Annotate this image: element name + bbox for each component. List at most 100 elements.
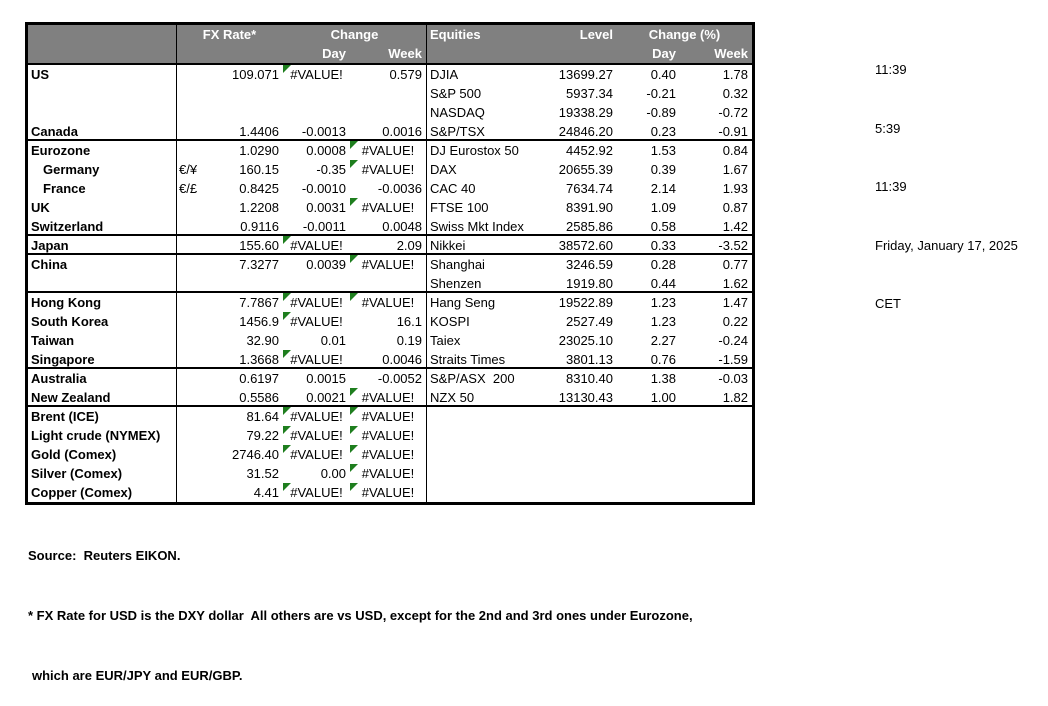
cell-day[interactable]: -0.0013 — [301, 124, 346, 139]
cell-eqweek[interactable]: 1.82 — [722, 390, 748, 405]
cell-eqday[interactable]: 0.58 — [650, 219, 676, 234]
cell-pair[interactable] — [176, 141, 206, 160]
cell-eqweek[interactable]: 0.22 — [722, 314, 748, 329]
cell-eq[interactable]: Nikkei — [430, 238, 466, 253]
cell-eqday[interactable]: 0.40 — [650, 67, 676, 82]
cell-level[interactable]: 2585.86 — [566, 219, 613, 234]
cell-name[interactable]: Copper (Comex) — [31, 485, 133, 500]
cell-name[interactable]: Silver (Comex) — [31, 466, 123, 481]
header-fx-rate[interactable]: FX Rate* — [202, 27, 257, 42]
cell-fx[interactable]: 0.6197 — [239, 371, 279, 386]
cell-eq[interactable] — [426, 464, 546, 483]
cell-eq[interactable]: Straits Times — [430, 352, 506, 367]
cell-fx[interactable]: 32.90 — [246, 333, 279, 348]
cell-pair[interactable] — [176, 217, 206, 234]
cell-week[interactable] — [350, 103, 426, 122]
cell-name[interactable]: China — [31, 257, 68, 272]
cell-fx[interactable]: 0.5586 — [239, 390, 279, 405]
cell-day[interactable]: #VALUE! — [283, 350, 350, 367]
cell-eqweek[interactable]: 1.62 — [722, 276, 748, 291]
cell-week[interactable]: #VALUE! — [350, 445, 426, 464]
cell-week[interactable]: #VALUE! — [350, 141, 426, 160]
cell-eq[interactable] — [426, 426, 546, 445]
cell-week[interactable]: 16.1 — [396, 314, 422, 329]
cell-name[interactable]: Brent (ICE) — [31, 409, 99, 424]
cell-day[interactable] — [283, 84, 350, 103]
cell-week[interactable]: #VALUE! — [350, 464, 426, 483]
cell-fx[interactable]: 0.8425 — [239, 181, 279, 196]
cell-eq[interactable]: Shanghai — [430, 257, 485, 272]
cell-eqweek[interactable]: 0.32 — [722, 86, 748, 101]
cell-pair[interactable] — [176, 293, 206, 312]
cell-week[interactable]: #VALUE! — [350, 426, 426, 445]
cell-eqday[interactable]: 0.28 — [650, 257, 676, 272]
cell-eqday[interactable]: 1.23 — [650, 314, 676, 329]
cell-fx[interactable]: 79.22 — [246, 428, 279, 443]
cell-eqday[interactable] — [617, 445, 680, 464]
cell-eqweek[interactable]: 1.42 — [722, 219, 748, 234]
cell-day[interactable]: 0.0031 — [306, 200, 346, 215]
cell-name[interactable]: Singapore — [31, 352, 95, 367]
cell-eq[interactable] — [426, 445, 546, 464]
cell-level[interactable]: 13130.43 — [558, 390, 613, 405]
cell-name[interactable]: New Zealand — [31, 390, 111, 405]
cell-pair[interactable] — [176, 426, 206, 445]
cell-eq[interactable]: Taiex — [430, 333, 461, 348]
cell-pair[interactable] — [176, 65, 206, 84]
cell-fx[interactable]: 7.3277 — [239, 257, 279, 272]
cell-day[interactable]: 0.01 — [320, 333, 346, 348]
cell-fx[interactable]: 160.15 — [239, 162, 279, 177]
cell-eqday[interactable] — [617, 426, 680, 445]
cell-day[interactable]: #VALUE! — [283, 312, 350, 331]
cell-eq[interactable]: FTSE 100 — [430, 200, 489, 215]
header-empty-cell[interactable] — [426, 44, 617, 63]
cell-eqweek[interactable]: -0.24 — [718, 333, 748, 348]
cell-pair[interactable] — [176, 255, 206, 274]
cell-day[interactable]: #VALUE! — [283, 65, 350, 84]
cell-eq[interactable]: S&P/ASX 200 — [430, 371, 515, 386]
cell-name[interactable]: Taiwan — [31, 333, 75, 348]
cell-name[interactable]: Germany — [43, 162, 100, 177]
cell-day[interactable]: 0.0008 — [306, 143, 346, 158]
cell-day[interactable]: -0.35 — [316, 162, 346, 177]
fx-rate-note-line2[interactable]: which are EUR/JPY and EUR/GBP. — [32, 668, 243, 683]
cell-pair[interactable] — [176, 312, 206, 331]
cell-name[interactable]: Switzerland — [31, 219, 104, 234]
cell-week[interactable] — [350, 84, 426, 103]
cell-name[interactable]: UK — [31, 200, 50, 215]
cell-day[interactable]: #VALUE! — [283, 483, 350, 502]
cell-pair[interactable] — [176, 84, 206, 103]
cell-eq[interactable]: Swiss Mkt Index — [430, 219, 524, 234]
cell-eqweek[interactable] — [680, 483, 752, 502]
cell-fx[interactable]: 1456.9 — [239, 314, 279, 329]
cell-eqday[interactable]: 1.53 — [650, 143, 676, 158]
cell-eqweek[interactable]: 0.84 — [722, 143, 748, 158]
fx-rate-note-line1[interactable]: * FX Rate for USD is the DXY dollar All … — [28, 608, 693, 623]
cell-level[interactable] — [546, 445, 617, 464]
header-fx-day[interactable]: Day — [322, 46, 346, 61]
cell-eqweek[interactable] — [680, 407, 752, 426]
cell-name[interactable]: Australia — [31, 371, 87, 386]
cell-day[interactable]: #VALUE! — [283, 236, 350, 253]
cell-eqday[interactable]: 0.23 — [650, 124, 676, 139]
cell-level[interactable]: 13699.27 — [558, 67, 613, 82]
cell-name[interactable]: Canada — [31, 124, 78, 139]
cell-day[interactable]: 0.0039 — [306, 257, 346, 272]
cell-level[interactable] — [546, 464, 617, 483]
cell-fx[interactable]: 31.52 — [246, 466, 279, 481]
cell-pair[interactable] — [176, 274, 206, 291]
cell-level[interactable]: 7634.74 — [566, 181, 613, 196]
cell-week[interactable]: 0.0048 — [382, 219, 422, 234]
cell-pair[interactable] — [176, 445, 206, 464]
cell-name[interactable] — [28, 103, 176, 122]
cell-eqday[interactable]: 0.76 — [650, 352, 676, 367]
cell-week[interactable]: 0.579 — [389, 67, 422, 82]
timestamp-secondary[interactable]: 5:39 — [875, 120, 901, 136]
cell-eqweek[interactable]: 0.87 — [722, 200, 748, 215]
cell-name[interactable]: Eurozone — [31, 143, 91, 158]
cell-eq[interactable] — [426, 483, 546, 502]
cell-week[interactable]: #VALUE! — [350, 388, 426, 405]
header-eq-change[interactable]: Change (%) — [648, 27, 721, 42]
cell-day[interactable]: #VALUE! — [283, 407, 350, 426]
cell-pair[interactable] — [176, 369, 206, 388]
